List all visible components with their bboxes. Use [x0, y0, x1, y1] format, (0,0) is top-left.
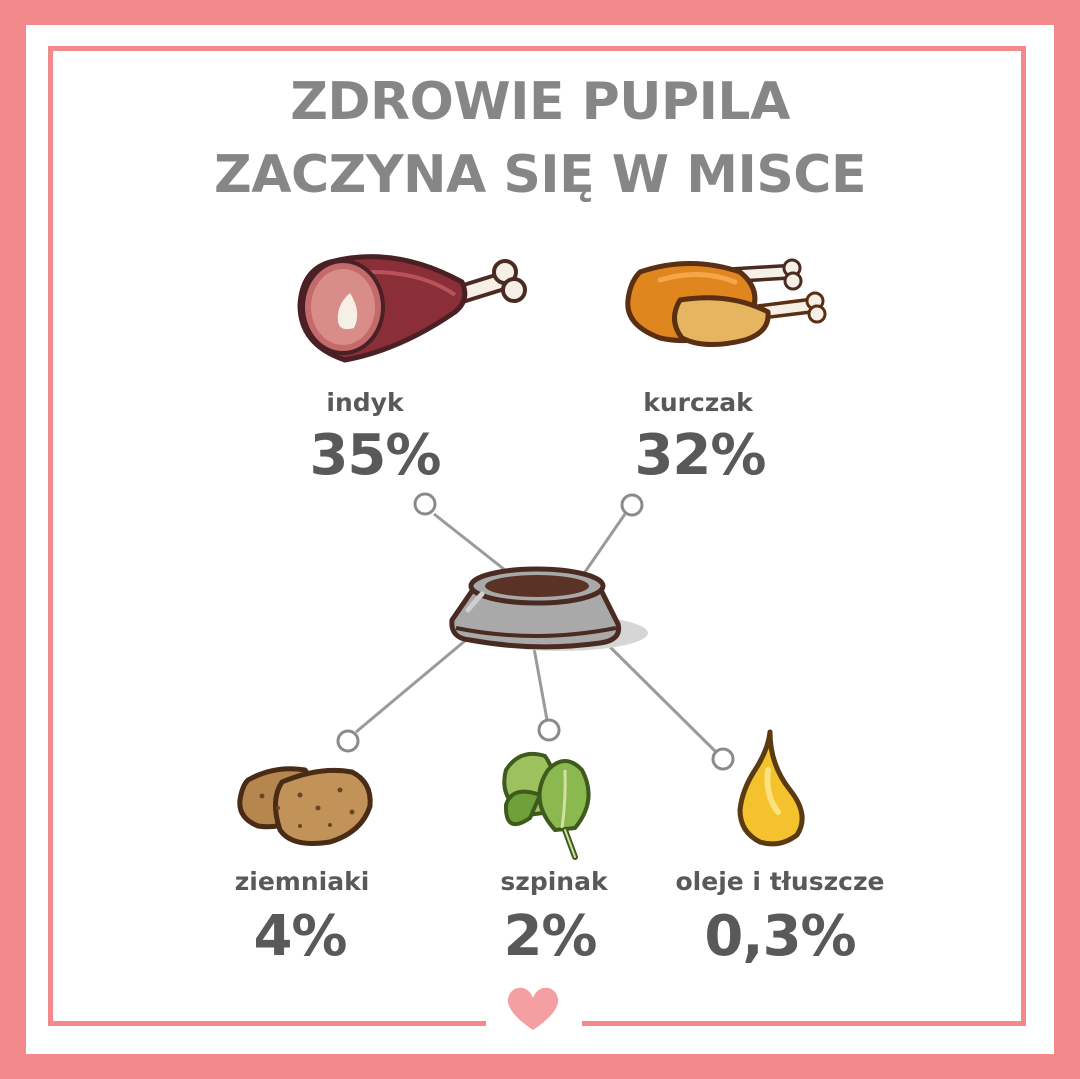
label-indyk: indyk — [326, 388, 404, 417]
node-szpinak — [537, 718, 561, 742]
chicken-icon — [625, 258, 827, 348]
connector-nodes — [336, 492, 735, 771]
potato-icon — [237, 766, 373, 846]
title-line-2: ZACZYNA SIĘ W MISCE — [214, 145, 866, 205]
percent-szpinak: 2% — [503, 904, 597, 969]
node-oleje — [711, 747, 735, 771]
node-ziemniaki — [336, 729, 360, 753]
connector-szpinak — [532, 647, 549, 721]
oil-drop-icon — [737, 729, 805, 847]
bowl-icon — [449, 566, 648, 651]
node-indyk — [413, 492, 437, 516]
label-oleje: oleje i tłuszcze — [675, 867, 885, 896]
label-szpinak: szpinak — [500, 867, 608, 896]
white-panel — [26, 25, 1054, 1054]
connector-indyk — [433, 512, 506, 572]
node-kurczak — [620, 493, 644, 517]
connector-kurczak — [583, 513, 627, 573]
percent-oleje: 0,3% — [704, 904, 856, 969]
connector-oleje — [603, 640, 717, 753]
percent-ziemniaki: 4% — [253, 904, 347, 969]
turkey-leg-icon — [297, 254, 527, 363]
label-kurczak: kurczak — [643, 388, 753, 417]
connector-ziemniaki — [355, 638, 467, 734]
percent-kurczak: 32% — [634, 423, 766, 488]
percent-indyk: 35% — [309, 423, 441, 488]
connector-lines — [355, 512, 717, 753]
spinach-icon — [502, 751, 591, 860]
title-line-1: ZDROWIE PUPILA — [290, 72, 790, 132]
heart-icon — [486, 987, 582, 1031]
label-ziemniaki: ziemniaki — [234, 867, 370, 896]
